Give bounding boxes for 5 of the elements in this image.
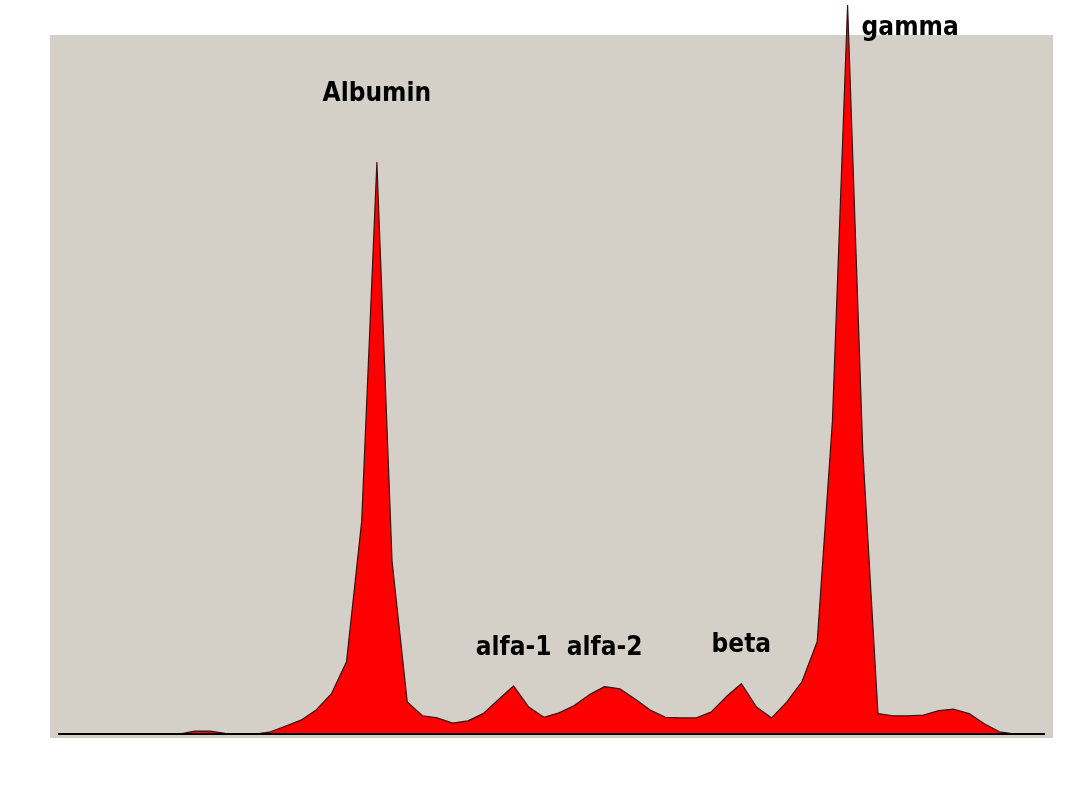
annotation: alfa-1	[475, 630, 552, 661]
annotation: alfa-2	[566, 631, 643, 662]
annotation: gamma	[861, 10, 959, 41]
annotation: beta	[711, 628, 772, 659]
annotation: Albumin	[322, 77, 432, 108]
